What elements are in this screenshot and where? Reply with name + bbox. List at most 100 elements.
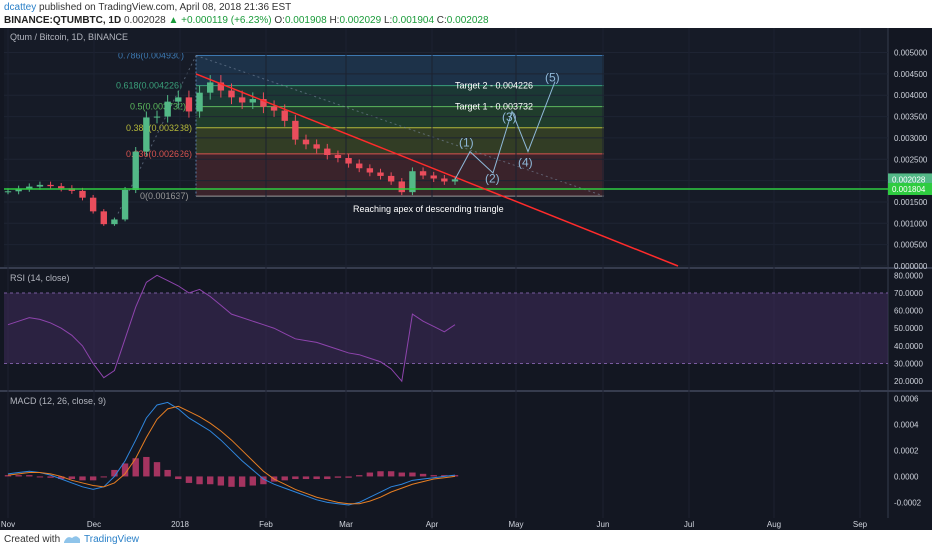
wave-label: (5) bbox=[545, 71, 560, 85]
fib-level-label: 0.236(0.002626) bbox=[126, 149, 192, 159]
author-link[interactable]: dcattey bbox=[4, 2, 37, 13]
time-tick-label: Dec bbox=[87, 520, 101, 529]
candle-body bbox=[47, 184, 54, 187]
rsi-tick-label: 50.0000 bbox=[894, 324, 923, 333]
ohlc-low-label: L: bbox=[381, 15, 393, 26]
macd-line bbox=[7, 401, 456, 506]
publish-info: published on TradingView.com, April 08, … bbox=[36, 2, 292, 13]
ohlc-open-value: 0.001908 bbox=[284, 15, 327, 26]
macd-tick-label: 0.0002 bbox=[894, 446, 919, 455]
candle-body bbox=[207, 82, 214, 93]
time-tick-label: Nov bbox=[1, 520, 15, 529]
macd-histogram-bar bbox=[47, 476, 54, 478]
macd-histogram-bar bbox=[36, 476, 44, 478]
candle-body bbox=[4, 191, 12, 193]
footer: Created with TradingView bbox=[0, 530, 932, 550]
target-2-label: Target 2 - 0.004226 bbox=[455, 81, 533, 91]
macd-histogram-bar bbox=[111, 469, 118, 477]
apex-annotation: Reaching apex of descending triangle bbox=[353, 204, 504, 214]
candle-body bbox=[238, 97, 246, 103]
candle-body bbox=[345, 157, 352, 164]
macd-histogram-bar bbox=[164, 469, 171, 477]
candle-body bbox=[249, 99, 256, 103]
tradingview-logo-icon bbox=[64, 536, 80, 543]
macd-histogram-bar bbox=[356, 475, 363, 477]
macd-histogram-bar bbox=[398, 472, 405, 477]
candle-body bbox=[387, 175, 395, 182]
candle-body bbox=[89, 197, 97, 212]
price-tick-label: 0.001500 bbox=[894, 198, 928, 207]
time-tick-label: Sep bbox=[853, 520, 868, 529]
candle-body bbox=[111, 219, 118, 225]
projected-wave-path bbox=[454, 81, 556, 180]
symbol-line: BINANCE:QTUMBTC, 1D 0.002028 ▲ +0.000119… bbox=[4, 15, 489, 26]
candle-body bbox=[281, 110, 288, 121]
price-tick-label: 0.000000 bbox=[894, 262, 928, 271]
candle-body bbox=[324, 148, 331, 155]
macd-histogram-bar bbox=[15, 475, 22, 477]
macd-histogram-bar bbox=[207, 476, 214, 485]
descending-trendline bbox=[195, 73, 679, 267]
candle-body bbox=[185, 97, 193, 112]
macd-histogram-bar bbox=[260, 476, 267, 485]
price-tick-label: 0.005000 bbox=[894, 49, 928, 58]
fib-trend-line bbox=[117, 55, 197, 214]
rsi-tick-label: 60.0000 bbox=[894, 307, 923, 316]
candle-body bbox=[217, 82, 225, 91]
macd-histogram-bar bbox=[68, 476, 76, 480]
candle-body bbox=[409, 171, 416, 193]
last-price-tag-label: 0.002028 bbox=[892, 175, 926, 184]
support-price-tag-label: 0.001804 bbox=[892, 185, 926, 194]
candle-body bbox=[153, 116, 161, 118]
macd-tick-label: 0.0000 bbox=[894, 472, 919, 481]
signal-line bbox=[7, 405, 456, 505]
fib-diagonal bbox=[195, 55, 605, 197]
candle-body bbox=[398, 181, 405, 193]
macd-histogram-bar bbox=[89, 476, 97, 481]
candle-body bbox=[228, 90, 235, 98]
candle-body bbox=[441, 178, 448, 182]
last-price: 0.002028 bbox=[121, 15, 169, 26]
fib-level-label: 0.382(0.003238) bbox=[126, 123, 192, 133]
ohlc-open-label: O: bbox=[271, 15, 285, 26]
tradingview-brand[interactable]: TradingView bbox=[84, 534, 140, 545]
time-tick-label: Mar bbox=[339, 520, 353, 529]
fib-zone bbox=[196, 55, 604, 86]
price-tick-label: 0.004000 bbox=[894, 91, 928, 100]
symbol-label: BINANCE:QTUMBTC, 1D bbox=[4, 15, 122, 26]
macd-histogram-bar bbox=[451, 475, 459, 477]
rsi-tick-label: 70.0000 bbox=[894, 289, 923, 298]
macd-histogram-bar bbox=[143, 456, 150, 477]
candle-body bbox=[302, 139, 310, 145]
candle-body bbox=[132, 151, 139, 191]
macd-histogram-bar bbox=[228, 476, 235, 487]
macd-histogram-bar bbox=[196, 476, 203, 485]
candle-body bbox=[419, 171, 427, 176]
macd-histogram-bar bbox=[441, 475, 448, 477]
candle-body bbox=[356, 163, 363, 169]
wave-label: (2) bbox=[485, 171, 500, 185]
macd-histogram-bar bbox=[79, 476, 86, 481]
macd-histogram-bar bbox=[281, 476, 288, 481]
fib-level-label: 0.5(0.003732) bbox=[130, 102, 186, 112]
last-price-tag bbox=[888, 173, 932, 186]
wave-label: (4) bbox=[518, 156, 533, 170]
candle-body bbox=[79, 190, 86, 198]
wave-label: (1) bbox=[459, 136, 474, 150]
rsi-line bbox=[7, 274, 456, 383]
trading-chart[interactable]: 0.786(0.004930) 0.618(0.004226) 0.5(0.0037… bbox=[0, 28, 932, 530]
ohlc-high-label: H: bbox=[326, 15, 340, 26]
candle-body bbox=[36, 184, 44, 187]
candle-body bbox=[377, 172, 384, 176]
chart-header: dcattey published on TradingView.com, Ap… bbox=[0, 0, 932, 28]
price-tick-label: 0.002500 bbox=[894, 155, 928, 164]
candle-body bbox=[260, 99, 267, 107]
ohlc-close-value: 0.002028 bbox=[446, 15, 489, 26]
macd-histogram-bar bbox=[377, 471, 384, 477]
support-price-tag bbox=[888, 182, 932, 195]
time-tick-label: Aug bbox=[767, 520, 781, 529]
macd-histogram-bar bbox=[132, 458, 139, 477]
candle-body bbox=[313, 144, 320, 149]
macd-histogram-bar bbox=[409, 472, 416, 477]
macd-histogram-bar bbox=[4, 475, 12, 477]
